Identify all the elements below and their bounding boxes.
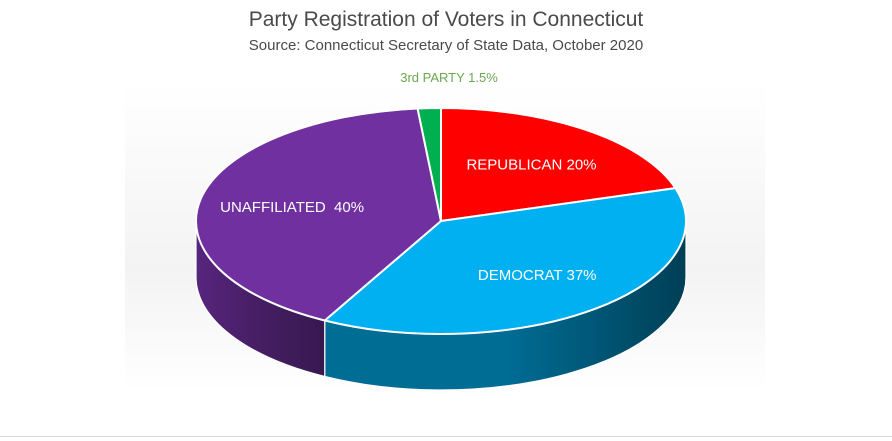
pie-slice-democrat <box>323 187 687 335</box>
slice-label-3rd-party: 3rd PARTY 1.5% <box>400 70 498 85</box>
slice-label-democrat: DEMOCRAT 37% <box>478 267 597 284</box>
pie-top-faces <box>195 107 687 335</box>
chart-title: Party Registration of Voters in Connecti… <box>248 8 644 31</box>
slice-label-republican: REPUBLICAN 20% <box>466 157 596 174</box>
slice-labels: REPUBLICAN 20% DEMOCRAT 37% UNAFFILIATED 4… <box>220 70 596 284</box>
pie-slice-3rd-party <box>416 107 442 222</box>
chart-subtitle: Source: Connecticut Secretary of State D… <box>248 37 644 54</box>
bottom-divider <box>0 436 892 437</box>
slice-label-unaffiliated: UNAFFILIATED 40% <box>220 199 364 216</box>
pie-slice-republican <box>440 107 677 222</box>
pie-slice-unaffiliated <box>195 107 442 322</box>
